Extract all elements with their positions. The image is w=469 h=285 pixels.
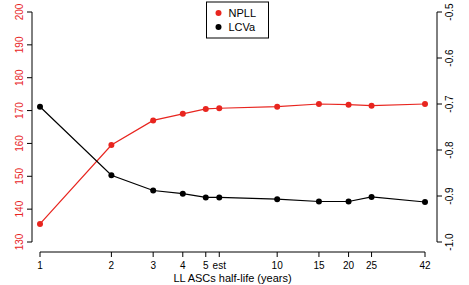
x-tick-label: 10 [272,260,284,271]
y2-tick [437,104,442,105]
x-tick [348,252,349,257]
x-tick-label: 5 [203,260,209,271]
y-tick [27,110,32,111]
y2-tick-label: -0.5 [444,3,455,21]
series-point [422,199,428,205]
x-tick-label: 2 [109,260,115,271]
x-tick [153,252,154,257]
x-tick-label: 42 [419,260,431,271]
legend: NPLL LCVa [207,2,269,38]
series-point [369,103,375,109]
x-tick [277,252,278,257]
legend-box [207,2,269,38]
x-tick-label: 3 [150,260,156,271]
legend-label: NPLL [229,7,257,19]
series-point [369,194,375,200]
y-tick-label: 180 [14,69,25,86]
x-tick-label: 4 [180,260,186,271]
series-point [316,101,322,107]
y-tick [27,44,32,45]
y-tick [27,242,32,243]
y2-tick-label: -0.7 [444,95,455,113]
y2-tick-label: -0.9 [444,187,455,205]
chart-container: 1 2 3 4 5 est 10 15 20 25 42 LL ASCs half-life (yea… [0,0,469,285]
y2-tick [437,12,442,13]
y2-tick-label: -0.8 [444,141,455,159]
legend-marker [216,10,222,16]
y2-tick [437,242,442,243]
series-point [316,199,322,205]
plot-area [37,101,428,227]
chart: 1 2 3 4 5 est 10 15 20 25 42 LL ASCs half-life (yea… [0,0,469,285]
y2-tick-label: -1.0 [444,233,455,251]
series-point [203,194,209,200]
series-point [346,199,352,205]
y-tick-label: 140 [14,200,25,217]
y-tick-label: 160 [14,135,25,152]
x-tick [371,252,372,257]
series-point [150,117,156,123]
y2-tick [437,58,442,59]
series-point [203,106,209,112]
series-point [108,172,114,178]
y-tick-label: 200 [14,3,25,20]
series-point [37,104,43,110]
y2-tick-label: -0.6 [444,49,455,67]
series-point [274,196,280,202]
x-tick [425,252,426,257]
x-tick [219,252,220,257]
series-point [422,101,428,107]
y-tick-label: 190 [14,36,25,53]
y2-axis [437,12,438,242]
x-tick [318,252,319,257]
y-tick [27,143,32,144]
series-point [346,102,352,108]
y-tick-label: 150 [14,168,25,185]
x-tick-label: est [213,260,227,271]
legend-marker [216,24,222,30]
series-point [216,105,222,111]
y-tick [27,209,32,210]
series-point [274,104,280,110]
series-point [180,191,186,197]
x-tick [205,252,206,257]
x-axis [40,252,425,253]
x-tick-label: 20 [343,260,355,271]
series-point [37,221,43,227]
x-tick [182,252,183,257]
series-point [150,187,156,193]
y-tick-label: 170 [14,102,25,119]
series-line [40,107,425,202]
x-tick-label: 25 [366,260,378,271]
y-tick [27,176,32,177]
y-tick [27,12,32,13]
y-tick-label: 130 [14,233,25,250]
x-tick [40,252,41,257]
x-tick [111,252,112,257]
y-tick [27,77,32,78]
y2-tick [437,196,442,197]
series-point [108,142,114,148]
series-point [180,111,186,117]
series-line [40,104,425,224]
x-tick-label: 1 [37,260,43,271]
y-axis [32,12,33,242]
y2-tick [437,150,442,151]
x-axis-label: LL ASCs half-life (years) [173,272,291,284]
x-tick-label: 15 [313,260,325,271]
legend-label: LCVa [229,21,257,33]
series-point [216,194,222,200]
